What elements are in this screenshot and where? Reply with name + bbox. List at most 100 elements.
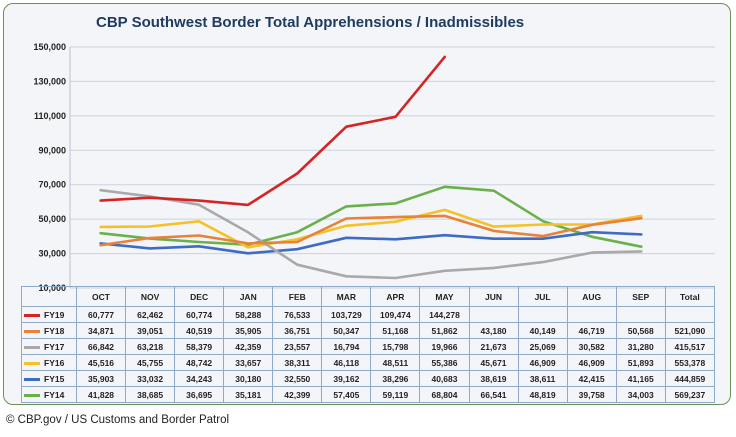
x-tick-label: SEP	[615, 286, 666, 307]
legend-label: FY14	[44, 389, 65, 400]
data-label: 36,751	[272, 322, 323, 339]
data-label: 36,695	[174, 386, 225, 403]
legend-label: FY17	[44, 341, 65, 352]
y-tick-label: 30,000	[38, 249, 66, 259]
series-line-fy15	[99, 230, 643, 255]
table-row: FY14 41,828 38,685 36,695 35,181 42,399 57,405…	[21, 386, 716, 403]
gridlines	[69, 46, 715, 289]
data-label: 42,415	[566, 370, 617, 387]
data-label: 48,511	[370, 354, 421, 371]
y-tick-label: 70,000	[38, 180, 66, 190]
series-line-fy18	[99, 214, 643, 247]
data-label: 109,474	[370, 306, 421, 323]
data-label: 50,347	[321, 322, 372, 339]
legend-swatch	[24, 313, 40, 317]
legend-label: FY16	[44, 357, 65, 368]
x-tick-label: JUN	[468, 286, 519, 307]
legend-entry: FY17	[21, 338, 77, 355]
data-label: 63,218	[125, 338, 176, 355]
series-line-fy17	[99, 188, 643, 280]
data-label: 38,311	[272, 354, 323, 371]
y-tick-label: 130,000	[33, 76, 66, 86]
legend-swatch	[24, 393, 40, 397]
data-label: 19,966	[419, 338, 470, 355]
data-label: 35,903	[75, 370, 127, 387]
data-label: 58,288	[223, 306, 274, 323]
legend-swatch	[24, 361, 40, 365]
legend-entry: FY14	[21, 386, 77, 403]
x-tick-label: Total	[664, 286, 716, 307]
legend-swatch	[24, 329, 40, 333]
y-axis-ticks: 10,00030,00050,00070,00090,000110,000130…	[33, 42, 66, 293]
data-label: 45,755	[125, 354, 176, 371]
x-tick-label: JUL	[517, 286, 568, 307]
row-total: 415,517	[664, 338, 716, 355]
x-tick-label: NOV	[125, 286, 176, 307]
data-label: 45,671	[468, 354, 519, 371]
data-label	[566, 306, 617, 323]
data-label: 57,405	[321, 386, 372, 403]
data-label: 38,619	[468, 370, 519, 387]
legend-label: FY19	[44, 309, 65, 320]
data-label: 46,909	[517, 354, 568, 371]
data-label: 16,794	[321, 338, 372, 355]
legend-label: FY18	[44, 325, 65, 336]
data-label: 103,729	[321, 306, 372, 323]
data-label: 41,165	[615, 370, 666, 387]
x-tick-label: MAR	[321, 286, 372, 307]
x-tick-label: DEC	[174, 286, 225, 307]
data-label: 48,742	[174, 354, 225, 371]
data-label: 38,611	[517, 370, 568, 387]
table-row: FY19 60,777 62,462 60,774 58,288 76,533 103,72…	[21, 306, 716, 323]
row-total: 553,378	[664, 354, 716, 371]
data-label: 42,399	[272, 386, 323, 403]
data-label: 41,828	[75, 386, 127, 403]
data-label: 42,359	[223, 338, 274, 355]
data-label: 30,582	[566, 338, 617, 355]
data-label: 34,243	[174, 370, 225, 387]
legend-entry: FY15	[21, 370, 77, 387]
data-label: 40,149	[517, 322, 568, 339]
data-label: 58,379	[174, 338, 225, 355]
data-label: 50,568	[615, 322, 666, 339]
data-table-header-row: OCT NOV DEC JAN FEB MAR APR MAY JUN JUL AUG SEP Tota…	[21, 286, 716, 307]
data-label: 34,003	[615, 386, 666, 403]
x-tick-label: MAY	[419, 286, 470, 307]
source-caption: © CBP.gov / US Customs and Border Patrol	[6, 414, 230, 426]
data-label: 34,871	[75, 322, 127, 339]
x-tick-label: OCT	[75, 286, 127, 307]
x-tick-label: JAN	[223, 286, 274, 307]
data-label: 46,118	[321, 354, 372, 371]
data-label: 51,893	[615, 354, 666, 371]
legend-entry: FY18	[21, 322, 77, 339]
chart-title: CBP Southwest Border Total Apprehensions…	[96, 14, 525, 31]
row-total: 521,090	[664, 322, 716, 339]
row-total: 444,859	[664, 370, 716, 387]
data-label: 40,519	[174, 322, 225, 339]
data-label: 66,842	[75, 338, 127, 355]
data-label: 48,819	[517, 386, 568, 403]
data-label: 59,119	[370, 386, 421, 403]
data-label: 39,051	[125, 322, 176, 339]
data-label: 55,386	[419, 354, 470, 371]
x-tick-label: APR	[370, 286, 421, 307]
data-label: 33,657	[223, 354, 274, 371]
data-label: 38,685	[125, 386, 176, 403]
series-line-fy19	[99, 55, 447, 207]
row-total: 569,237	[664, 386, 716, 403]
data-label: 35,905	[223, 322, 274, 339]
data-label: 62,462	[125, 306, 176, 323]
series-lines	[99, 55, 643, 280]
data-label	[468, 306, 519, 323]
legend-entry: FY19	[21, 306, 77, 323]
data-label: 30,180	[223, 370, 274, 387]
data-label	[517, 306, 568, 323]
data-label: 35,181	[223, 386, 274, 403]
data-label: 60,774	[174, 306, 225, 323]
data-label: 66,541	[468, 386, 519, 403]
data-label: 21,673	[468, 338, 519, 355]
data-label: 39,758	[566, 386, 617, 403]
data-label: 25,069	[517, 338, 568, 355]
header-corner	[21, 286, 77, 307]
